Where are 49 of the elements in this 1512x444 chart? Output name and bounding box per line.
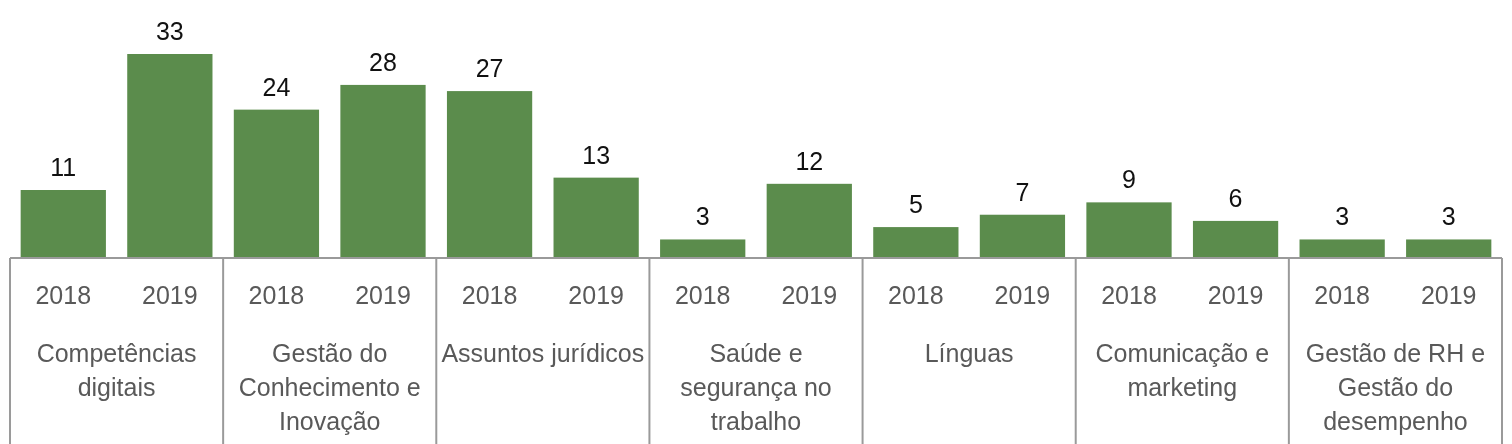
- x-tick-label: 2018: [888, 281, 944, 309]
- x-tick-label: 2019: [781, 281, 838, 309]
- bar: [1192, 220, 1279, 258]
- bar: [233, 109, 320, 258]
- data-label: 3: [1335, 202, 1350, 231]
- bar: [446, 91, 533, 258]
- x-tick-label: 2019: [142, 281, 198, 309]
- x-tick-label: 2018: [35, 281, 92, 309]
- bar: [1406, 239, 1492, 258]
- bar: [127, 54, 213, 258]
- text: Assuntos jurídicos: [441, 339, 645, 367]
- x-tick-label: 2018: [674, 281, 731, 309]
- data-label: 7: [1015, 177, 1030, 206]
- data-label: 3: [1441, 202, 1456, 231]
- text: Gestão de RH e Gestão do desempenho: [1305, 339, 1486, 435]
- data-label: 28: [369, 47, 397, 76]
- bar: [660, 239, 746, 258]
- data-label: 5: [908, 190, 923, 219]
- x-tick-label: 2019: [1207, 281, 1264, 309]
- data-label: 13: [582, 140, 611, 169]
- bar: [1299, 239, 1385, 258]
- x-tick-label: 2018: [1314, 281, 1370, 309]
- bar: [1086, 202, 1172, 258]
- data-label: 11: [50, 153, 77, 181]
- data-label: 9: [1122, 165, 1136, 194]
- data-label: 12: [795, 146, 824, 175]
- bar: [873, 227, 959, 258]
- bar: [766, 183, 852, 258]
- bar: [979, 214, 1066, 258]
- x-tick-label: 2018: [1101, 281, 1157, 309]
- text: Competências digitais: [36, 339, 197, 401]
- bar: [340, 84, 426, 258]
- x-tick-label: 2019: [994, 281, 1051, 309]
- x-tick-label: 2019: [1420, 281, 1477, 309]
- text: Línguas: [924, 339, 1014, 367]
- data-label: 27: [475, 54, 504, 83]
- bar: [553, 177, 639, 258]
- x-tick-label: 2018: [461, 281, 518, 309]
- text: Saúde e segurança no trabalho: [680, 339, 832, 435]
- text: Gestão do Conhecimento e Inovação: [238, 339, 421, 435]
- data-label: 3: [695, 202, 710, 231]
- text: Comunicação e marketing: [1095, 339, 1270, 401]
- x-tick-label: 2019: [568, 281, 624, 309]
- data-label: 24: [262, 72, 291, 101]
- data-label: 33: [155, 17, 184, 45]
- bar: [20, 190, 106, 258]
- data-label: 6: [1228, 183, 1243, 212]
- x-tick-label: 2019: [355, 281, 411, 309]
- x-tick-label: 2018: [248, 281, 305, 309]
